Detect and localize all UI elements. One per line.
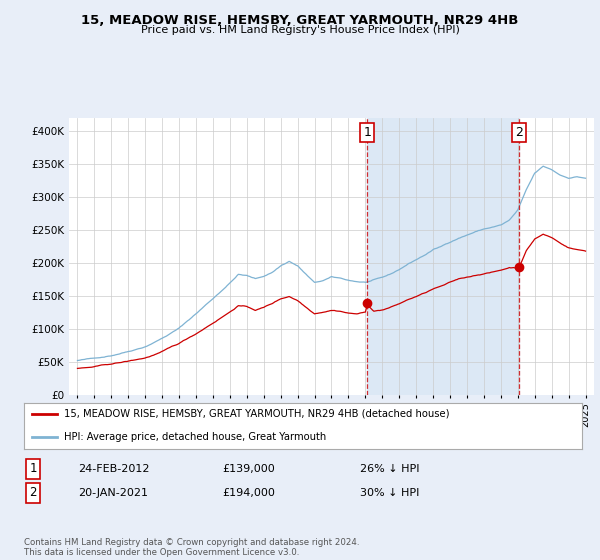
Text: 1: 1 — [29, 462, 37, 475]
Text: Price paid vs. HM Land Registry's House Price Index (HPI): Price paid vs. HM Land Registry's House … — [140, 25, 460, 35]
Text: 2: 2 — [29, 486, 37, 500]
Text: 2: 2 — [515, 126, 523, 139]
Text: 15, MEADOW RISE, HEMSBY, GREAT YARMOUTH, NR29 4HB (detached house): 15, MEADOW RISE, HEMSBY, GREAT YARMOUTH,… — [64, 409, 449, 419]
Text: HPI: Average price, detached house, Great Yarmouth: HPI: Average price, detached house, Grea… — [64, 432, 326, 442]
Text: £139,000: £139,000 — [222, 464, 275, 474]
Text: 15, MEADOW RISE, HEMSBY, GREAT YARMOUTH, NR29 4HB: 15, MEADOW RISE, HEMSBY, GREAT YARMOUTH,… — [82, 14, 518, 27]
Text: 20-JAN-2021: 20-JAN-2021 — [78, 488, 148, 498]
Text: 26% ↓ HPI: 26% ↓ HPI — [360, 464, 419, 474]
Bar — [367, 118, 518, 395]
Text: 24-FEB-2012: 24-FEB-2012 — [78, 464, 149, 474]
Text: Contains HM Land Registry data © Crown copyright and database right 2024.
This d: Contains HM Land Registry data © Crown c… — [24, 538, 359, 557]
Text: 1: 1 — [364, 126, 371, 139]
Text: £194,000: £194,000 — [222, 488, 275, 498]
Text: 30% ↓ HPI: 30% ↓ HPI — [360, 488, 419, 498]
